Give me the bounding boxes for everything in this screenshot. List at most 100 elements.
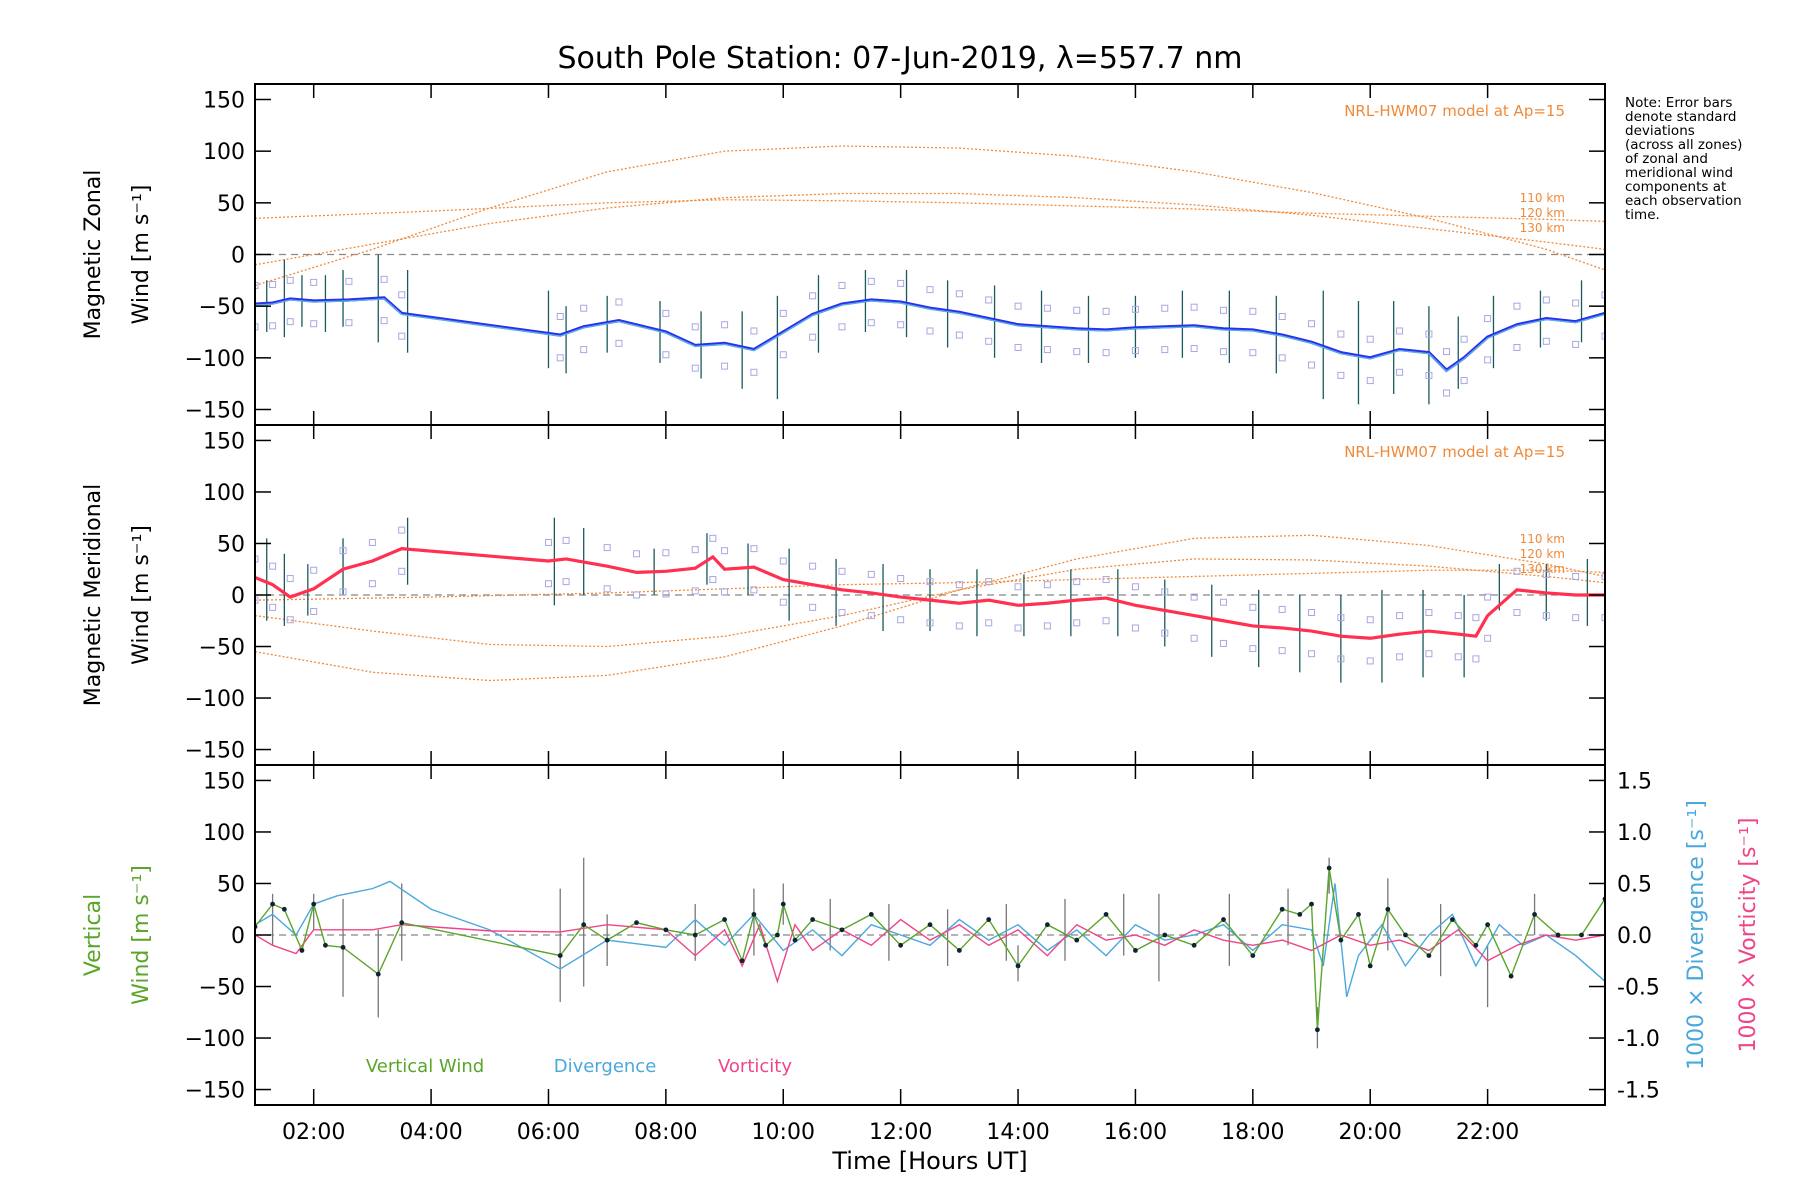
x-tick-label: 20:00 bbox=[1339, 1120, 1402, 1145]
zone-marker bbox=[985, 619, 993, 627]
zone-marker bbox=[1219, 639, 1227, 647]
zone-marker bbox=[310, 278, 318, 286]
vertical-wind-point bbox=[1250, 953, 1256, 959]
zone-marker bbox=[1454, 653, 1462, 661]
zone-marker bbox=[1460, 335, 1468, 343]
zone-marker bbox=[1337, 655, 1345, 663]
zone-marker bbox=[926, 578, 934, 586]
zone-marker bbox=[779, 351, 787, 359]
model-curve-label: 110 km bbox=[1520, 191, 1565, 205]
zone-marker bbox=[633, 550, 641, 558]
zone-marker bbox=[310, 607, 318, 615]
y-tick-label: −50 bbox=[199, 976, 245, 1001]
y-axis-label-line1: Magnetic Zonal bbox=[81, 170, 106, 340]
zone-marker bbox=[580, 346, 588, 354]
y2-tick-label: 0.5 bbox=[1617, 872, 1652, 897]
model-curve-120-km bbox=[255, 192, 1605, 266]
zone-marker bbox=[269, 322, 277, 330]
y-tick-label: 100 bbox=[203, 481, 245, 506]
y-tick-label: 0 bbox=[231, 924, 245, 949]
y-axis-label-line2: Wind [m s⁻¹] bbox=[129, 865, 154, 1005]
note-line: time. bbox=[1625, 207, 1660, 223]
y-tick-label: −150 bbox=[185, 1079, 245, 1104]
zone-marker bbox=[926, 286, 934, 294]
vertical-wind-point bbox=[557, 953, 563, 959]
zonal-data bbox=[255, 145, 1605, 405]
vertical-wind-point bbox=[1579, 932, 1584, 938]
zone-marker bbox=[897, 321, 905, 329]
zone-marker bbox=[662, 309, 670, 317]
zone-marker bbox=[1425, 371, 1433, 379]
zone-marker bbox=[1601, 332, 1605, 340]
zone-marker bbox=[721, 547, 729, 555]
zone-marker bbox=[1396, 368, 1404, 376]
zone-marker bbox=[1513, 302, 1521, 310]
vertical-wind-point bbox=[780, 901, 786, 907]
zone-marker bbox=[1484, 634, 1492, 642]
zone-marker bbox=[339, 588, 347, 596]
zone-marker bbox=[1190, 593, 1198, 601]
zone-marker bbox=[1102, 576, 1110, 584]
zone-marker bbox=[1278, 354, 1286, 362]
zone-marker bbox=[955, 331, 963, 339]
model-curve-label: 130 km bbox=[1520, 562, 1565, 576]
zone-marker bbox=[544, 538, 552, 546]
zone-marker bbox=[1131, 583, 1139, 591]
zone-marker bbox=[1014, 344, 1022, 351]
zone-marker bbox=[1513, 609, 1521, 617]
vertical-wind-point bbox=[1532, 911, 1537, 917]
zone-marker bbox=[1131, 305, 1139, 313]
zone-marker bbox=[1366, 335, 1374, 343]
zone-marker bbox=[1484, 315, 1492, 323]
model-curve-110-km bbox=[255, 199, 1605, 223]
zone-marker bbox=[1249, 349, 1257, 357]
zone-marker bbox=[1425, 330, 1433, 338]
vertical-wind-point bbox=[1356, 911, 1361, 917]
y2-tick-label: 1.5 bbox=[1617, 769, 1652, 794]
note-line: (across all zones) bbox=[1625, 137, 1743, 153]
zone-marker bbox=[1278, 605, 1286, 613]
zone-marker bbox=[867, 612, 875, 620]
vertical-wind-point bbox=[1279, 906, 1285, 912]
zone-marker bbox=[269, 603, 277, 611]
vertical-panel: 1.5 1.0 0.5 0.0 -0.5 -1.0 -1.5 1000 × Divergenc… bbox=[81, 764, 1761, 1175]
note-line: of zonal and bbox=[1625, 151, 1708, 167]
zone-marker bbox=[1513, 567, 1521, 575]
zone-marker bbox=[310, 320, 318, 328]
vertical-wind-point bbox=[1074, 937, 1080, 943]
zone-marker bbox=[1337, 330, 1345, 338]
note-line: deviations bbox=[1625, 123, 1695, 139]
vertical-wind-point bbox=[1385, 906, 1391, 912]
zone-marker bbox=[1043, 622, 1051, 630]
vertical-wind-point bbox=[399, 920, 405, 926]
zone-marker bbox=[1572, 299, 1580, 307]
zone-marker bbox=[1073, 578, 1081, 586]
vertical-wind-point bbox=[692, 932, 698, 938]
zone-marker bbox=[809, 292, 817, 300]
y-tick-label: 150 bbox=[203, 429, 245, 454]
vertical-wind-point bbox=[1297, 911, 1303, 917]
zone-marker bbox=[1601, 572, 1605, 580]
note-line: denote standard bbox=[1625, 109, 1737, 125]
zone-marker bbox=[1542, 612, 1550, 620]
zone-marker bbox=[1484, 593, 1492, 601]
y-tick-label: −100 bbox=[185, 347, 245, 372]
y-tick-label: −150 bbox=[185, 399, 245, 424]
zone-marker bbox=[1484, 356, 1492, 364]
legend-vertical-wind: Vertical Wind bbox=[366, 1056, 484, 1077]
vertical-data bbox=[255, 857, 1605, 1049]
zone-marker bbox=[556, 354, 564, 362]
y-tick-label: 100 bbox=[203, 140, 245, 165]
note-line: meridional wind bbox=[1625, 165, 1734, 181]
zone-marker bbox=[1161, 588, 1169, 596]
y-tick-label: −100 bbox=[185, 1027, 245, 1052]
zone-marker bbox=[380, 317, 388, 325]
zone-marker bbox=[580, 304, 588, 312]
zone-marker bbox=[721, 588, 729, 596]
vertical-wind-point bbox=[634, 920, 639, 926]
vertical-wind-point bbox=[739, 958, 745, 964]
zone-marker bbox=[1131, 624, 1139, 632]
y-tick-label: −150 bbox=[185, 739, 245, 764]
zone-marker bbox=[985, 337, 993, 345]
zone-marker bbox=[1366, 616, 1374, 624]
